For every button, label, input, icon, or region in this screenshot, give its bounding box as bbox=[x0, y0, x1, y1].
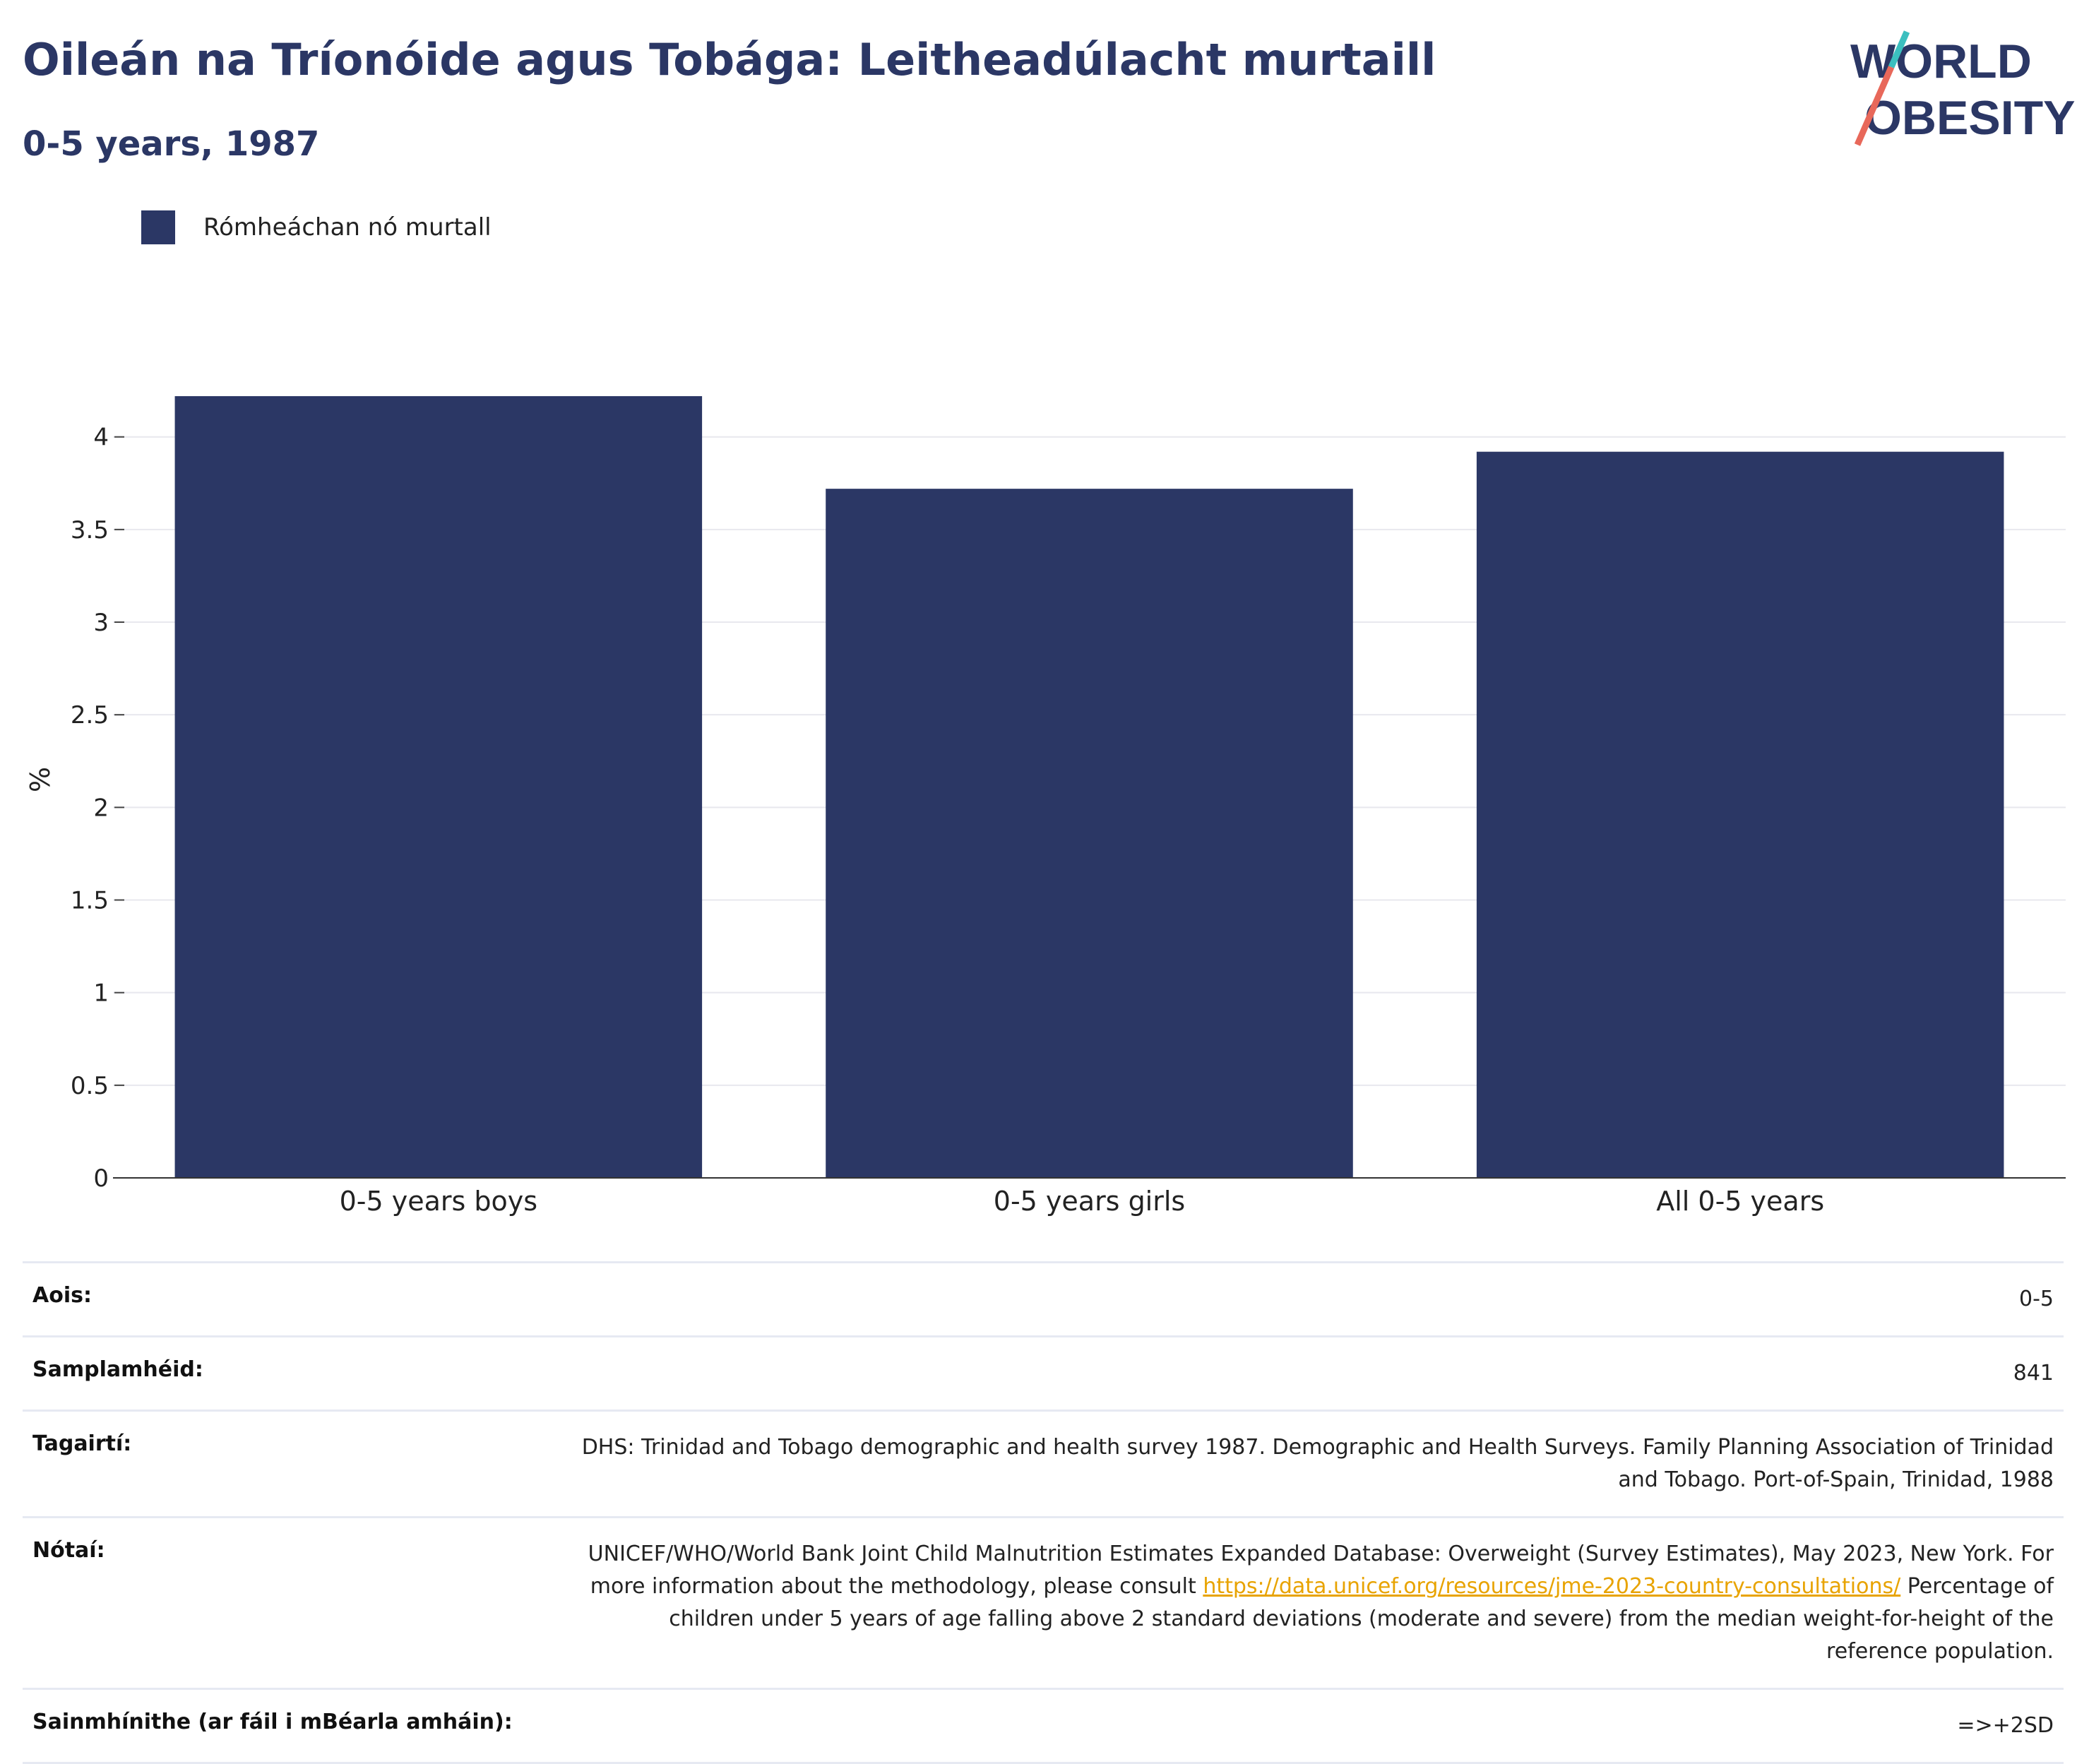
definitions-value: =>+2SD bbox=[1957, 1713, 2054, 1738]
x-tick-label: All 0-5 years bbox=[1656, 1186, 1824, 1217]
notes-label: Nótaí: bbox=[32, 1538, 105, 1563]
y-tick-label: 3.5 bbox=[71, 516, 109, 544]
notes-text-1: UNICEF/WHO/World Bank Joint Child Malnut… bbox=[588, 1542, 2054, 1599]
legend-swatch bbox=[141, 210, 175, 244]
y-tick-label: 1 bbox=[93, 979, 109, 1008]
x-tick-label: 0-5 years boys bbox=[340, 1186, 537, 1217]
legend-label: Rómheáchan nó murtall bbox=[203, 213, 492, 242]
bar-chart: 0 0.5 1 1.5 2 2.5 3 3.5 4% 0-5 years boys 0-5 year… bbox=[25, 395, 2066, 1217]
age-label: Aois: bbox=[32, 1283, 92, 1308]
info-row-sample: Samplamhéid: 841 bbox=[23, 1335, 2064, 1410]
bar bbox=[174, 395, 703, 1178]
chart-title: Oileán na Tríonóide agus Tobága: Leithea… bbox=[23, 34, 1436, 85]
info-row-references: Tagairtí: DHS: Trinidad and Tobago demog… bbox=[23, 1410, 2064, 1516]
legend: Rómheáchan nó murtall bbox=[141, 210, 492, 244]
age-value: 0-5 bbox=[2019, 1287, 2054, 1311]
x-tick-label: 0-5 years girls bbox=[994, 1186, 1185, 1217]
notes-text-2: Percentage of children under 5 years of … bbox=[669, 1574, 2054, 1664]
svg-text:WORLD: WORLD bbox=[1850, 35, 2032, 88]
y-tick-label: 2 bbox=[93, 794, 109, 822]
bar bbox=[826, 489, 1353, 1178]
references-label: Tagairtí: bbox=[32, 1431, 132, 1456]
definitions-label: Sainmhínithe (ar fáil i mBéarla amháin): bbox=[32, 1710, 513, 1734]
chart-subtitle: 0-5 years, 1987 bbox=[23, 124, 320, 164]
y-tick-label: 3 bbox=[93, 609, 109, 637]
y-tick-label: 0.5 bbox=[71, 1072, 109, 1100]
y-tick-label: 2.5 bbox=[71, 701, 109, 729]
sample-label: Samplamhéid: bbox=[32, 1357, 203, 1382]
info-row-age: Aois: 0-5 bbox=[23, 1261, 2064, 1335]
y-tick-label: 0 bbox=[93, 1164, 109, 1193]
y-tick-label: 1.5 bbox=[71, 887, 109, 915]
methodology-link[interactable]: https://data.unicef.org/resources/jme-20… bbox=[1203, 1574, 1901, 1599]
info-table: Aois: 0-5 Samplamhéid: 841 Tagairtí: DHS… bbox=[23, 1261, 2064, 1764]
y-tick-label: 4 bbox=[93, 424, 109, 452]
notes-value: UNICEF/WHO/World Bank Joint Child Malnut… bbox=[571, 1538, 2054, 1668]
world-obesity-logo: WORLD OBESITY bbox=[1850, 30, 2076, 146]
references-value: DHS: Trinidad and Tobago demographic and… bbox=[581, 1435, 2054, 1492]
y-axis-label: % bbox=[25, 767, 56, 792]
info-row-definitions: Sainmhínithe (ar fáil i mBéarla amháin):… bbox=[23, 1688, 2064, 1764]
bar bbox=[1476, 451, 2004, 1178]
info-row-notes: Nótaí: UNICEF/WHO/World Bank Joint Child… bbox=[23, 1516, 2064, 1688]
svg-text:OBESITY: OBESITY bbox=[1864, 91, 2076, 145]
sample-value: 841 bbox=[2013, 1361, 2054, 1385]
